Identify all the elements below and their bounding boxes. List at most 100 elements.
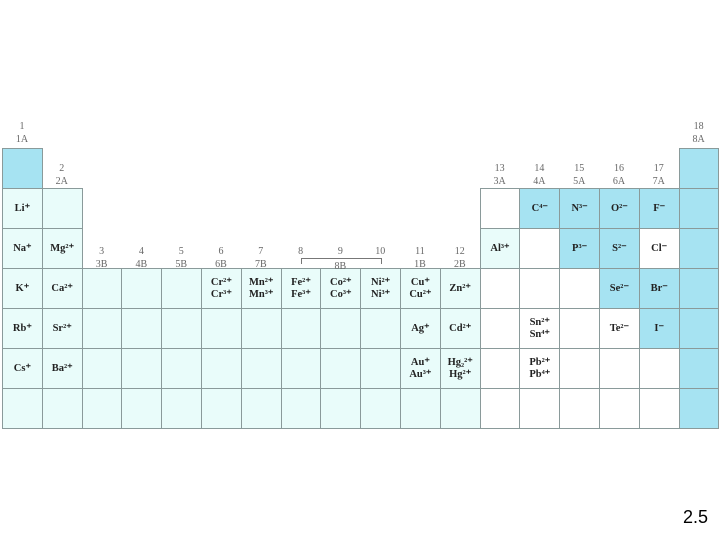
group-label: 5B [175,259,188,270]
table-cell [559,268,600,309]
table-cell [678,148,720,189]
ion-label: Au⁺ [410,356,430,368]
table-cell [41,188,83,229]
table-cell [360,388,401,429]
table-cell: Cd²⁺ [439,308,481,349]
table-cell [678,268,720,309]
ion-label: Ba²⁺ [51,362,73,374]
table-cell: Au⁺ Au³⁺ [400,348,441,389]
ion-label: Cs⁺ [13,362,31,374]
ion-label: Ag⁺ [411,322,430,334]
group-number: 2 [59,163,65,174]
ion-label: F⁻ [653,202,666,214]
table-cell: O²⁻ [599,188,640,229]
table-cell [280,308,322,349]
ion-label: Sn²⁺ [529,316,550,328]
group-number: 3 [99,246,105,257]
table-cell [519,228,561,269]
ion-label: Fe²⁺ [291,276,311,288]
table-cell: Cs⁺ [2,348,43,389]
group-number: 6 [218,246,224,257]
table-cell [678,228,720,269]
table-cell: P³⁻ [559,228,600,269]
table-cell [439,388,481,429]
table-cell [559,308,600,349]
table-cell [599,388,640,429]
ion-label: Br⁻ [650,282,668,294]
group-number: 17 [653,163,664,174]
table-cell [240,308,282,349]
table-cell: Rb⁺ [2,308,43,349]
group-label: 2B [453,259,466,270]
group-label: 6B [215,259,227,270]
group-number: 12 [454,246,465,257]
table-cell [519,268,561,309]
group-label: 7B [254,259,267,270]
ion-label: Cu⁺ [410,276,430,288]
table-cell [479,388,521,429]
group-number: 10 [375,246,386,257]
table-cell: I⁻ [638,308,680,349]
table-cell [2,388,43,429]
ion-label: Mn²⁺ [248,276,274,288]
ion-label: I⁻ [654,322,665,334]
table-cell: C⁴⁻ [519,188,561,229]
group-number: 5 [178,246,184,257]
table-cell [121,308,163,349]
group-number: 11 [415,246,425,257]
table-cell: Se²⁻ [599,268,640,309]
table-cell [81,388,123,429]
group-label: 1B [414,259,426,270]
table-cell: S²⁻ [599,228,640,269]
table-cell [121,388,163,429]
ion-label: Li⁺ [14,202,31,214]
table-cell [121,348,163,389]
table-cell [280,388,322,429]
table-cell: N³⁻ [559,188,600,229]
table-cell [201,348,242,389]
ion-label: Cl⁻ [651,242,668,254]
table-cell: Cu⁺ Cu²⁺ [400,268,441,309]
ion-label: Ni³⁺ [370,288,391,300]
table-cell [320,348,362,389]
table-cell [2,148,43,189]
table-cell [161,388,202,429]
table-cell [638,388,680,429]
table-cell [240,388,282,429]
ion-label: Pb²⁺ [529,356,551,368]
table-cell [81,348,123,389]
group-number: 16 [614,163,624,174]
ion-label: Al³⁺ [490,242,510,254]
table-cell: Ba²⁺ [41,348,83,389]
ion-label: Pb⁴⁺ [529,368,551,380]
group-number: 9 [337,246,343,257]
table-cell [201,388,242,429]
table-cell: F⁻ [638,188,680,229]
ion-label: Te²⁻ [609,322,630,334]
table-cell [678,308,720,349]
ion-label: Co³⁺ [330,288,352,300]
table-cell [678,188,720,229]
table-cell [599,348,640,389]
group-label: 3B [95,259,108,270]
group-label: 4A [533,176,546,187]
table-cell [320,388,362,429]
ion-label: K⁺ [15,282,30,294]
group-label: 3A [493,176,506,187]
table-cell [678,348,720,389]
table-cell [638,348,680,389]
table-cell [360,308,401,349]
ion-label: Cd²⁺ [449,322,472,334]
table-cell [161,348,202,389]
table-cell [121,268,163,309]
group-label: 4B [135,259,148,270]
table-cell [41,388,83,429]
ion-label: Fe³⁺ [291,288,311,300]
ion-label: Cu²⁺ [409,288,432,300]
ion-label: Sn⁴⁺ [529,328,550,340]
table-cell: Sr²⁺ [41,308,83,349]
ion-label: Ca²⁺ [51,282,73,294]
group-label: 1A [15,134,29,145]
table-cell [559,348,600,389]
